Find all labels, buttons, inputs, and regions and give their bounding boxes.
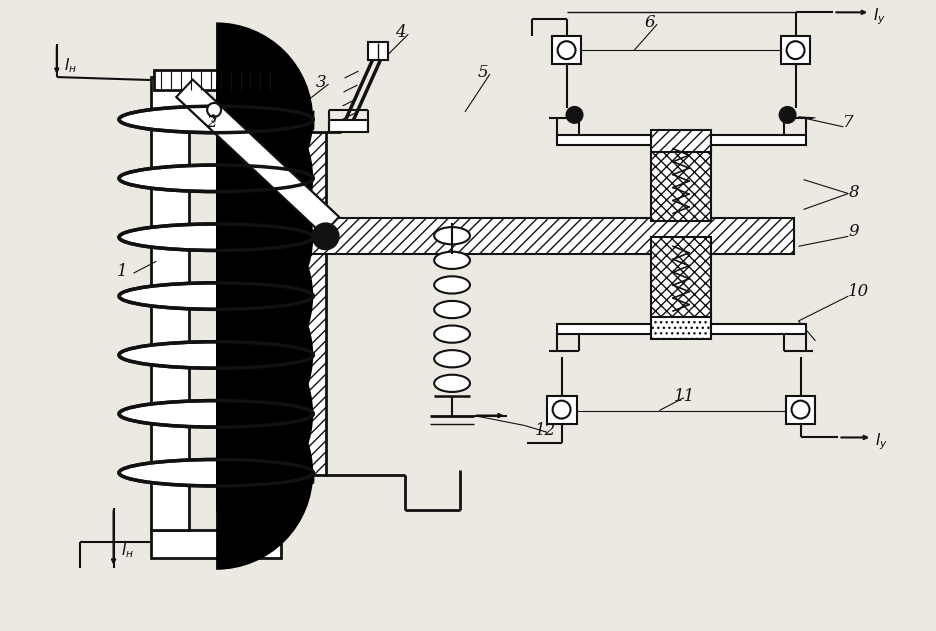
Polygon shape [711, 324, 806, 334]
Wedge shape [216, 375, 314, 570]
Bar [781, 36, 811, 64]
Text: $I_у$: $I_у$ [873, 6, 886, 27]
Text: $I_н$: $I_н$ [121, 541, 134, 560]
Text: 9: 9 [848, 223, 859, 240]
Bar [651, 237, 711, 319]
Ellipse shape [434, 326, 470, 343]
Circle shape [552, 401, 571, 418]
Text: 8: 8 [848, 184, 859, 201]
Polygon shape [557, 135, 651, 144]
Ellipse shape [434, 276, 470, 293]
Bar [551, 36, 581, 64]
Bar [369, 42, 388, 60]
Bar [785, 396, 815, 423]
Bar [151, 77, 189, 530]
Wedge shape [216, 317, 314, 511]
Text: 10: 10 [848, 283, 870, 300]
Ellipse shape [119, 106, 314, 133]
Circle shape [792, 401, 810, 418]
Ellipse shape [119, 342, 314, 369]
Circle shape [313, 223, 339, 249]
Text: 2: 2 [206, 114, 217, 131]
Bar [651, 140, 711, 221]
Polygon shape [176, 80, 339, 234]
Ellipse shape [434, 227, 470, 244]
Ellipse shape [119, 401, 314, 427]
Bar [154, 70, 278, 90]
Text: ვ: ვ [211, 112, 215, 122]
Polygon shape [711, 135, 806, 144]
Text: $I_н$: $I_н$ [64, 56, 77, 75]
Bar [651, 130, 711, 151]
Bar [151, 530, 282, 558]
Ellipse shape [119, 283, 314, 309]
Wedge shape [216, 199, 314, 393]
Circle shape [780, 107, 796, 123]
Text: 7: 7 [843, 114, 854, 131]
Ellipse shape [434, 350, 470, 367]
Text: 1: 1 [117, 263, 127, 280]
Text: 3: 3 [315, 74, 327, 91]
Text: 5: 5 [478, 64, 489, 81]
Circle shape [566, 107, 582, 123]
Wedge shape [216, 140, 314, 334]
Ellipse shape [119, 165, 314, 192]
Text: 11: 11 [674, 387, 695, 404]
Ellipse shape [434, 301, 470, 318]
Bar [243, 77, 282, 530]
Polygon shape [557, 324, 651, 334]
Ellipse shape [434, 375, 470, 392]
Bar [651, 317, 711, 339]
Bar [329, 120, 369, 132]
Circle shape [786, 41, 805, 59]
Ellipse shape [434, 252, 470, 269]
Wedge shape [216, 22, 314, 216]
Ellipse shape [119, 459, 314, 486]
Ellipse shape [119, 224, 314, 251]
Text: 12: 12 [534, 423, 556, 439]
Circle shape [207, 103, 221, 117]
Bar [276, 218, 794, 254]
Bar [547, 396, 577, 423]
Wedge shape [216, 81, 314, 275]
Circle shape [558, 41, 576, 59]
Text: 6: 6 [644, 15, 655, 32]
Text: $I_у$: $I_у$ [875, 432, 888, 452]
Bar [291, 132, 326, 475]
Wedge shape [216, 258, 314, 452]
Text: 4: 4 [395, 24, 406, 41]
